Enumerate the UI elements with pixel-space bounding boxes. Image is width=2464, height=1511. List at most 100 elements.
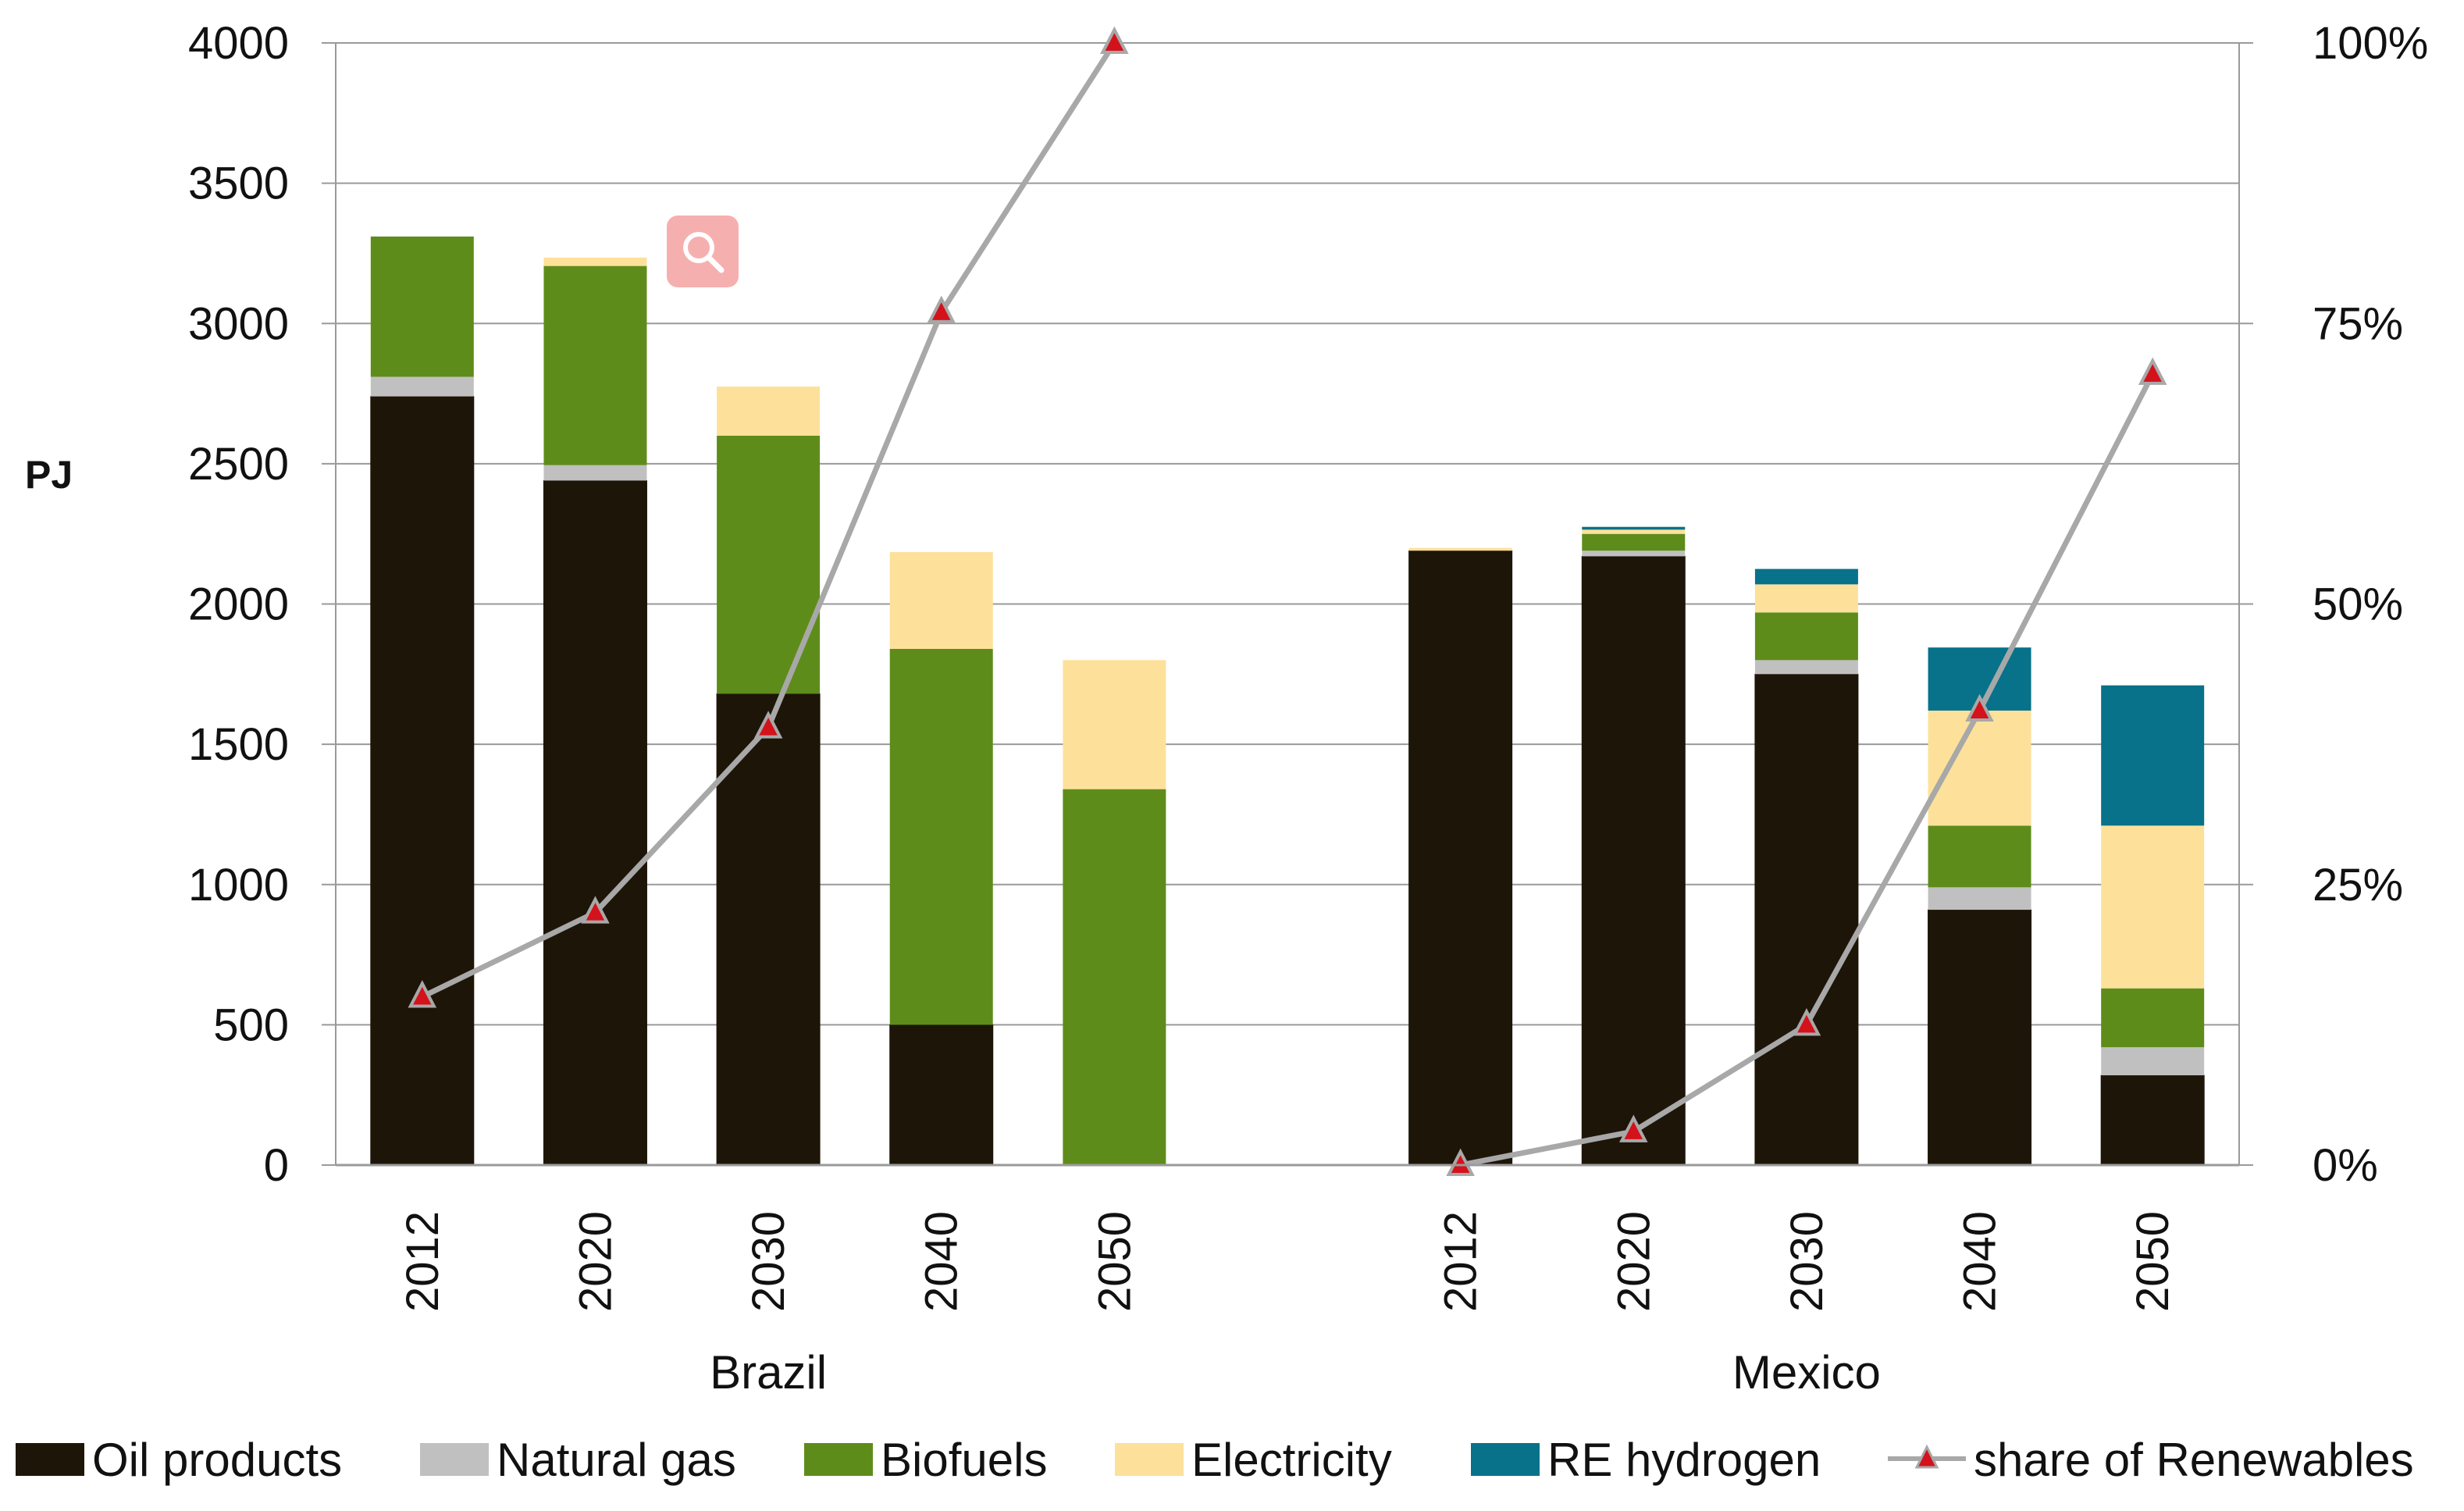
renewables-marker <box>1618 1114 1648 1142</box>
axes <box>322 42 2253 1167</box>
bar-segment <box>1581 555 1686 1166</box>
group-labels: Brazil Mexico <box>710 1346 1881 1399</box>
bar-segment <box>1928 711 2031 826</box>
bar-segment <box>1408 550 1513 1166</box>
legend-item: share of Renewables <box>1888 1434 2414 1486</box>
legend: Oil products Natural gas Biofuels Electrici… <box>16 1434 2414 1486</box>
renewables-marker <box>408 980 437 1008</box>
bar-segment <box>717 387 821 436</box>
bars <box>370 236 2205 1166</box>
x-tick-label: 2020 <box>570 1211 621 1312</box>
legend-label: Natural gas <box>497 1434 736 1486</box>
y-axis-label: PJ <box>25 453 73 497</box>
legend-label: Electricity <box>1191 1434 1392 1486</box>
bar-segment <box>1754 660 1858 675</box>
left-tick-label: 3500 <box>188 159 289 209</box>
left-tick-label: 1500 <box>188 719 289 770</box>
bar-segment <box>1582 529 1686 534</box>
bar-segment <box>543 257 647 266</box>
legend-label: Oil products <box>92 1434 342 1486</box>
x-axis-ticks: 2012 2020 2030 2040 2050 2012 2020 2030 2040 2050 <box>397 1211 2178 1312</box>
legend-label: Biofuels <box>881 1434 1047 1486</box>
magnifier-icon <box>683 232 725 273</box>
right-tick-label: 75% <box>2313 298 2403 349</box>
legend-swatch <box>16 1443 84 1476</box>
legend-item: Oil products <box>16 1434 342 1486</box>
bar-segment <box>1582 533 1686 551</box>
bar-segment <box>1582 526 1686 530</box>
gridlines <box>336 42 2239 1166</box>
zoom-button[interactable] <box>667 216 739 287</box>
bar-segment <box>889 1024 994 1166</box>
legend-swatch <box>420 1443 489 1476</box>
bar-segment <box>716 693 821 1166</box>
bar-segment <box>889 648 993 1025</box>
group-label: Brazil <box>710 1346 827 1399</box>
left-tick-label: 1000 <box>188 860 289 911</box>
bar-segment <box>1928 825 2031 888</box>
bar-segment <box>370 376 474 397</box>
bar-segment <box>370 236 474 377</box>
x-tick-label: 2050 <box>1089 1211 1140 1312</box>
legend-item: Biofuels <box>804 1434 1047 1486</box>
renewables-marker <box>1100 26 1129 54</box>
bar-segment <box>2101 988 2205 1048</box>
bar-segment <box>1063 660 1166 789</box>
bar-segment <box>1928 887 2031 911</box>
renewables-marker <box>1965 693 1994 722</box>
right-tick-label: 0% <box>2313 1140 2378 1191</box>
x-tick-label: 2030 <box>743 1211 794 1312</box>
group-label: Mexico <box>1732 1346 1881 1399</box>
x-tick-label: 2030 <box>1782 1211 1832 1312</box>
bar-segment <box>1063 789 1166 1165</box>
bar-segment <box>2101 825 2205 989</box>
right-tick-label: 25% <box>2313 860 2403 911</box>
legend-swatch <box>1471 1443 1540 1476</box>
bar-segment <box>1754 584 1858 613</box>
renewables-marker <box>927 295 956 323</box>
bar-segment <box>1582 551 1686 557</box>
bar-segment <box>1754 568 1858 585</box>
x-tick-label: 2040 <box>917 1211 967 1312</box>
renewables-marker <box>581 896 610 924</box>
bar-segment <box>889 552 993 649</box>
legend-label: RE hydrogen <box>1547 1434 1821 1486</box>
renewables-marker <box>2138 357 2167 385</box>
x-tick-label: 2012 <box>1436 1211 1487 1312</box>
left-axis-ticks: 0 500 1000 1500 2000 2500 3000 3500 4000 <box>188 18 289 1191</box>
bar-segment <box>543 479 647 1166</box>
bar-segment <box>1928 909 2032 1166</box>
legend-label: share of Renewables <box>1974 1434 2414 1486</box>
left-tick-label: 0 <box>264 1140 289 1191</box>
bar-segment <box>2101 685 2205 826</box>
right-axis-ticks: 0% 25% 50% 75% 100% <box>2313 18 2428 1191</box>
bar-segment <box>2101 1047 2205 1076</box>
legend-item: RE hydrogen <box>1471 1434 1821 1486</box>
bar-segment <box>717 435 821 694</box>
renewables-line <box>408 26 2167 1176</box>
left-tick-label: 2000 <box>188 579 289 630</box>
x-tick-label: 2040 <box>1955 1211 2006 1312</box>
legend-item: Natural gas <box>420 1434 736 1486</box>
bar-segment <box>1408 547 1512 551</box>
renewables-marker <box>1792 1008 1821 1036</box>
x-tick-label: 2012 <box>397 1211 448 1312</box>
legend-marker <box>1914 1444 1939 1469</box>
left-tick-label: 500 <box>213 1000 289 1050</box>
renewables-marker <box>753 711 783 739</box>
x-tick-label: 2020 <box>1608 1211 1659 1312</box>
bar-segment <box>543 265 647 465</box>
bar-segment <box>2100 1074 2205 1166</box>
legend-swatch <box>804 1443 873 1476</box>
legend-item: Electricity <box>1115 1434 1392 1486</box>
left-tick-label: 2500 <box>188 439 289 490</box>
x-tick-label: 2050 <box>2128 1211 2178 1312</box>
bar-segment <box>543 465 647 481</box>
left-tick-label: 3000 <box>188 298 289 349</box>
bar-segment <box>1754 612 1858 661</box>
bar-segment <box>370 396 475 1166</box>
right-tick-label: 50% <box>2313 579 2403 630</box>
left-tick-label: 4000 <box>188 18 289 69</box>
bar-segment <box>1754 673 1859 1166</box>
